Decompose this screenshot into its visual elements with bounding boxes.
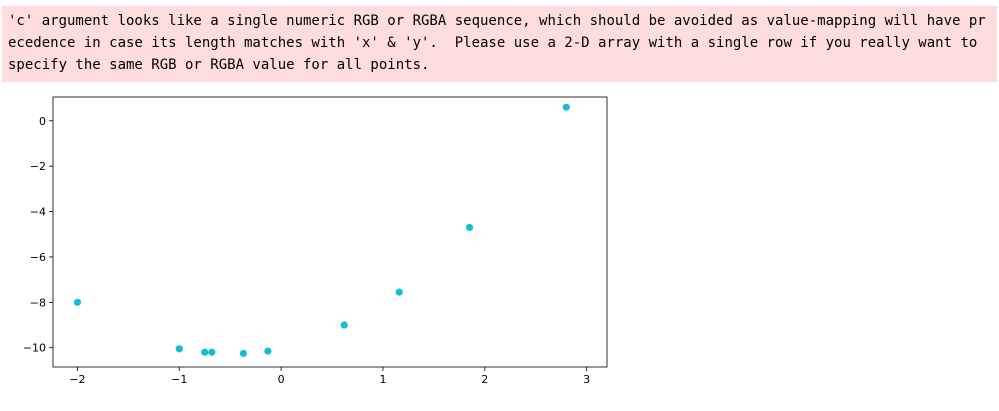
scatter-point-0 xyxy=(73,298,82,306)
y-tick-label: −4 xyxy=(30,206,46,219)
scatter-point-1 xyxy=(175,345,183,353)
scatter-point-4 xyxy=(239,349,248,357)
scatter-point-9 xyxy=(562,103,570,111)
y-tick-label: 0 xyxy=(39,115,46,128)
y-tick-label: −2 xyxy=(30,160,46,173)
scatter-chart: −2 −1 0 1 2 30−2−4−6−8−10 xyxy=(23,96,608,386)
x-tick-label: 0 xyxy=(278,373,285,386)
scatter-point-5 xyxy=(264,347,272,355)
x-tick-label: 2 xyxy=(481,373,488,386)
scatter-point-6 xyxy=(340,321,348,329)
x-tick-label: −2 xyxy=(69,373,85,386)
scatter-point-8 xyxy=(465,223,474,232)
scatter-point-3 xyxy=(208,348,216,356)
x-tick-label: 1 xyxy=(379,373,386,386)
stderr-output: 'c' argument looks like a single numeric… xyxy=(2,6,997,82)
y-tick-label: −10 xyxy=(23,342,46,355)
y-tick-label: −6 xyxy=(30,251,46,264)
x-tick-label: 3 xyxy=(583,373,590,386)
plot-frame xyxy=(52,96,608,368)
scatter-plot: −2 −1 0 1 2 3 0 −2 −4 −6 −8 −10 xyxy=(0,88,640,406)
warning-message: 'c' argument looks like a single numeric… xyxy=(8,13,986,73)
x-tick-label: −1 xyxy=(171,373,187,386)
scatter-point-7 xyxy=(395,288,403,296)
scatter-point-2 xyxy=(201,348,209,356)
y-tick-label: −8 xyxy=(30,296,46,309)
